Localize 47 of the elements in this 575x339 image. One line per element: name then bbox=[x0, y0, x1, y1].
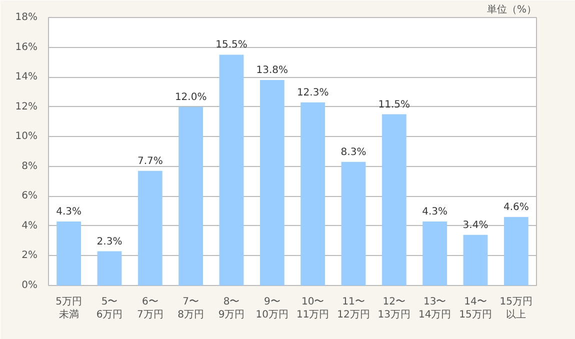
y-tick-label: 2% bbox=[22, 250, 38, 262]
data-label: 15.5% bbox=[216, 40, 248, 51]
data-label: 11.5% bbox=[378, 99, 410, 110]
y-tick-label: 18% bbox=[15, 12, 38, 23]
x-tick-label: 10〜11万円 bbox=[296, 296, 330, 321]
y-tick-label: 4% bbox=[22, 220, 38, 232]
x-tick-label: 6〜7万円 bbox=[136, 296, 164, 321]
bar bbox=[300, 102, 326, 286]
data-label: 4.3% bbox=[422, 206, 448, 218]
x-tick-label: 5万円未満 bbox=[56, 296, 82, 321]
bar bbox=[260, 80, 284, 286]
y-tick-label: 14% bbox=[15, 72, 38, 83]
y-tick-label: 8% bbox=[22, 160, 38, 172]
bar bbox=[382, 114, 406, 286]
y-tick-label: 10% bbox=[15, 131, 38, 142]
data-label: 4.3% bbox=[56, 206, 82, 218]
bar bbox=[463, 234, 488, 286]
y-tick-label: 0% bbox=[22, 280, 38, 291]
bar bbox=[504, 217, 528, 286]
x-tick-label: 5〜6万円 bbox=[96, 296, 123, 321]
data-label: 12.3% bbox=[296, 87, 329, 98]
data-label: 3.4% bbox=[462, 220, 488, 231]
bar bbox=[56, 221, 82, 286]
data-label: 4.6% bbox=[503, 202, 529, 214]
x-tick-label: 13〜14万円 bbox=[418, 296, 452, 321]
x-tick-label: 7〜8万円 bbox=[178, 296, 204, 321]
data-label: 8.3% bbox=[340, 146, 366, 158]
x-tick-label: 8〜9万円 bbox=[218, 296, 245, 321]
data-label: 7.7% bbox=[137, 156, 163, 167]
y-axis-title: 単位（%） bbox=[487, 4, 537, 16]
x-tick-label: 12〜13万円 bbox=[378, 296, 411, 321]
x-tick-label: 11〜12万円 bbox=[337, 296, 370, 321]
bar bbox=[219, 54, 244, 286]
bar bbox=[178, 106, 204, 286]
y-tick-label: 6% bbox=[22, 190, 38, 202]
data-label: 12.0% bbox=[174, 92, 207, 103]
x-tick-label: 14〜15万円 bbox=[459, 296, 492, 321]
bar bbox=[97, 251, 122, 286]
x-tick-label: 15万円以上 bbox=[500, 296, 533, 321]
data-label: 13.8% bbox=[256, 65, 288, 76]
y-tick-label: 12% bbox=[15, 101, 38, 112]
y-tick-label: 16% bbox=[15, 42, 38, 53]
bar bbox=[422, 221, 448, 286]
bar bbox=[138, 170, 162, 286]
data-label: 2.3% bbox=[96, 236, 122, 248]
bar bbox=[341, 162, 366, 286]
x-tick-label: 9〜10万円 bbox=[256, 296, 289, 321]
